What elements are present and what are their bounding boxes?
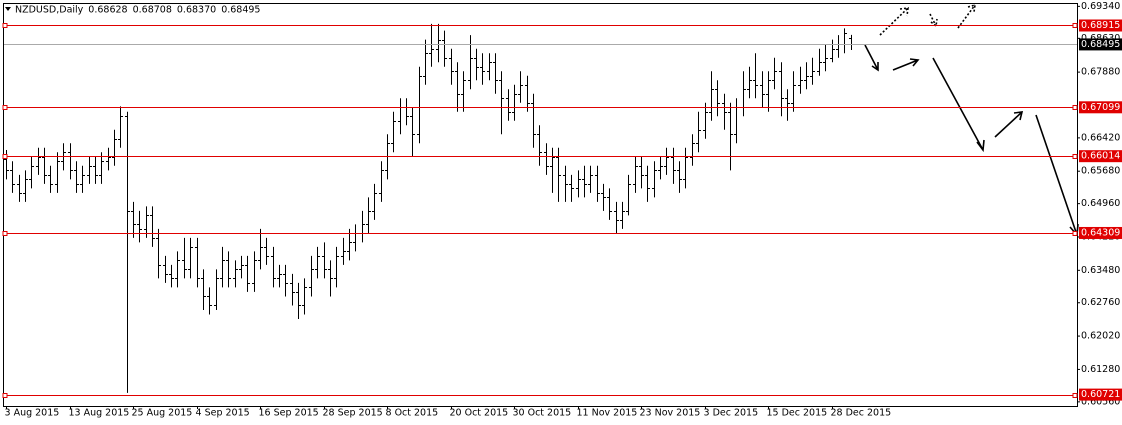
price-label-box (1079, 38, 1122, 51)
x-tick-label: 23 Nov 2015 (640, 408, 701, 419)
price-label: 0.67099 (1081, 102, 1120, 113)
y-tick-label: 0.60560 (1081, 396, 1120, 407)
price-label-box (1079, 150, 1122, 163)
y-tick-label: 0.62020 (1081, 331, 1120, 342)
y-tick-label: 0.65680 (1081, 166, 1120, 177)
y-tick-label: 0.68630 (1081, 33, 1120, 44)
x-tick-label: 8 Oct 2015 (386, 408, 439, 419)
plot-frame (3, 3, 1078, 407)
level-anchor (1072, 154, 1078, 159)
level-anchor (2, 393, 8, 398)
x-tick-label: 11 Nov 2015 (577, 408, 638, 419)
dotted-arrow (957, 3, 976, 29)
x-tick-label: 15 Dec 2015 (767, 408, 828, 419)
y-tick-label: 0.63480 (1081, 265, 1120, 276)
header-low: 0.68370 (177, 5, 216, 16)
arrow (864, 44, 879, 72)
arrow (932, 57, 985, 153)
price-label-box (1079, 226, 1122, 239)
level-anchor (2, 105, 8, 110)
price-label-box (1079, 19, 1122, 32)
x-tick-label: 3 Dec 2015 (704, 408, 759, 419)
y-tick-label: 0.64960 (1081, 198, 1120, 209)
y-tick-label: 0.62760 (1081, 297, 1120, 308)
arrow (892, 58, 920, 71)
x-tick-label: 16 Sep 2015 (259, 408, 319, 419)
x-tick-label: 20 Oct 2015 (450, 408, 509, 419)
level-anchor (1072, 393, 1078, 398)
header-close: 0.68495 (221, 5, 260, 16)
level-anchor (2, 23, 8, 28)
x-tick-label: 28 Dec 2015 (831, 408, 892, 419)
x-tick-label: 4 Sep 2015 (196, 408, 250, 419)
level-anchor (1072, 231, 1078, 236)
price-label: 0.60721 (1081, 389, 1120, 400)
marks (4, 23, 854, 393)
menu-triangle (5, 7, 11, 11)
price-label-box (1079, 101, 1122, 114)
y-tick-label: 0.67880 (1081, 67, 1120, 78)
dotted-arrow (879, 7, 909, 36)
level-anchor (1072, 105, 1078, 110)
price-label: 0.64309 (1081, 227, 1120, 238)
x-tick-label: 25 Aug 2015 (132, 408, 193, 419)
level-anchor (1072, 23, 1078, 28)
y-tick-label: 0.69340 (1081, 1, 1120, 12)
price-label: 0.66014 (1081, 151, 1120, 162)
price-label-box (1079, 388, 1122, 401)
x-tick-label: 3 Aug 2015 (5, 408, 60, 419)
level-anchor (2, 154, 8, 159)
chart-title: NZDUSD,Daily (15, 5, 84, 16)
header-open: 0.68628 (88, 5, 127, 16)
y-tick-label: 0.66420 (1081, 132, 1120, 143)
x-tick-label: 28 Sep 2015 (323, 408, 383, 419)
x-tick-label: 30 Oct 2015 (513, 408, 572, 419)
header-high: 0.68708 (133, 5, 172, 16)
price-label: 0.68915 (1081, 20, 1120, 31)
x-tick-label: 13 Aug 2015 (69, 408, 130, 419)
price-label: 0.68495 (1081, 39, 1120, 50)
y-tick-label: 0.61280 (1081, 364, 1120, 375)
arrow (994, 111, 1024, 138)
level-anchor (2, 231, 8, 236)
